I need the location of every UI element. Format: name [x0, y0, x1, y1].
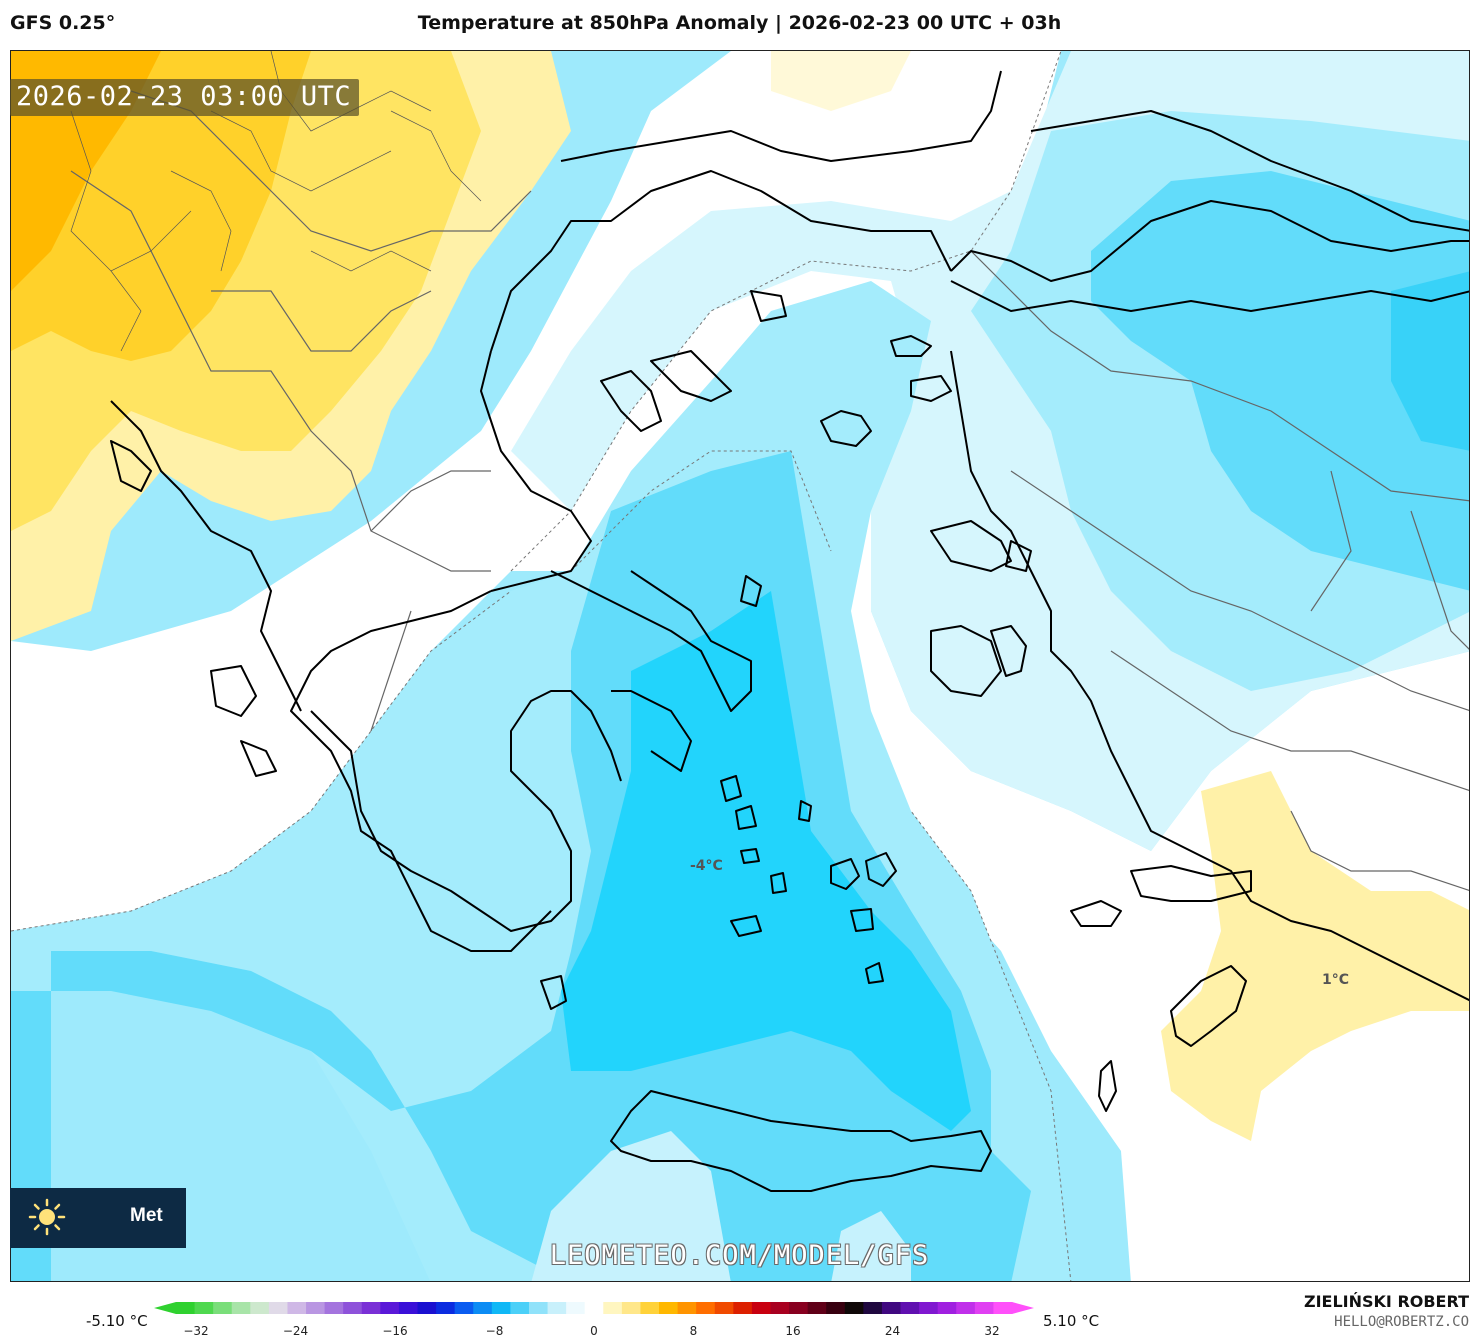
colorbar-tick-label: 24 — [884, 1324, 901, 1338]
forecast-timestamp: 2026-02-23 03:00 UTC — [10, 79, 360, 116]
colorbar-swatch — [547, 1302, 567, 1314]
colorbar-swatch — [398, 1302, 419, 1314]
colorbar-swatch — [584, 1302, 604, 1314]
colorbar-swatch — [714, 1302, 734, 1314]
colorbar-swatch — [807, 1302, 827, 1314]
country-borders — [70, 90, 1469, 891]
colorbar-swatch — [343, 1302, 363, 1314]
colorbar-swatch — [993, 1302, 1013, 1314]
colorbar-swatch — [603, 1302, 623, 1314]
colorbar-swatch — [454, 1302, 474, 1314]
colorbar-swatch — [417, 1302, 437, 1314]
colorbar-swatch — [937, 1302, 957, 1314]
colorbar-swatch — [677, 1302, 697, 1314]
colorbar-swatch — [380, 1302, 400, 1314]
model-label: GFS 0.25° — [10, 12, 116, 34]
colorbar-swatch — [659, 1302, 679, 1314]
colorbar-swatch — [510, 1302, 530, 1314]
minimum-value-label: -4°C — [690, 858, 723, 874]
source-watermark: LEOMETEO.COM/MODEL/GFS — [549, 1240, 930, 1271]
deep-cyan-east — [1391, 271, 1469, 451]
colorbar-swatch — [751, 1302, 771, 1314]
colorbar-swatch — [621, 1302, 641, 1314]
colorbar-swatch — [491, 1302, 511, 1314]
logo-text: Met — [130, 1205, 163, 1226]
author-name: ZIELIŃSKI ROBERT — [1303, 1292, 1469, 1311]
medium-cyan-east — [1091, 171, 1469, 591]
colorbar-swatch — [881, 1302, 902, 1314]
pale-north — [771, 51, 911, 111]
colorbar-swatch — [974, 1302, 994, 1314]
colorbar-tick-label: −32 — [183, 1324, 209, 1338]
colorbar-swatch — [213, 1302, 233, 1314]
author-email[interactable]: HELLO@ROBERTZ.CO — [1334, 1314, 1469, 1330]
colorbar-swatch — [306, 1302, 326, 1314]
colorbar-tick-label: 8 — [689, 1324, 698, 1338]
pale-pocket-south — [531, 1131, 731, 1281]
colorbar-tick-label: 0 — [590, 1324, 598, 1338]
colorbar-swatch — [696, 1302, 716, 1314]
colorbar-min-arrow — [154, 1302, 176, 1314]
contour-lines — [11, 51, 1072, 1281]
legend-max-label: 5.10 °C — [1043, 1312, 1100, 1330]
colorbar-swatch — [900, 1302, 920, 1314]
colorbar-swatch — [956, 1302, 976, 1314]
colorbar-swatch — [528, 1302, 549, 1314]
sun-icon — [28, 1198, 66, 1236]
colorbar-swatch — [324, 1302, 344, 1314]
map-title: Temperature at 850hPa Anomaly | 2026-02-… — [417, 12, 1062, 34]
colorbar-tick-label: −8 — [485, 1324, 504, 1338]
colorbar-swatch — [919, 1302, 939, 1314]
colorbar-swatch — [231, 1302, 251, 1314]
colorbar-swatch — [640, 1302, 660, 1314]
deep-cyan-core — [561, 591, 971, 1131]
pale-pocket-southeast — [831, 1211, 911, 1281]
colorbar-swatch — [268, 1302, 288, 1314]
map-canvas — [11, 51, 1469, 1281]
anomaly-map[interactable] — [10, 50, 1470, 1282]
colorbar — [154, 1302, 1034, 1314]
colorbar-swatch — [844, 1302, 864, 1314]
colorbar-swatch — [566, 1302, 586, 1314]
colorbar-tick-label: 32 — [984, 1324, 1000, 1338]
colorbar-swatch — [863, 1302, 883, 1314]
colorbar-swatch — [789, 1302, 809, 1314]
colorbar-swatch — [473, 1302, 493, 1314]
colorbar-swatch — [436, 1302, 456, 1314]
positive-anomaly-southeast — [1161, 771, 1469, 1141]
colorbar-swatch — [361, 1302, 381, 1314]
legend-min-label: -5.10 °C — [86, 1312, 148, 1330]
colorbar-swatch — [287, 1302, 307, 1314]
brand-logo[interactable]: Met — [10, 1188, 186, 1248]
colorbar-tick-label: −24 — [282, 1324, 309, 1338]
colorbar-swatch — [770, 1302, 790, 1314]
maximum-value-label: 1°C — [1322, 972, 1350, 988]
colorbar-swatch — [250, 1302, 270, 1314]
colorbar-tick-label: −16 — [382, 1324, 408, 1338]
coastlines — [110, 70, 1469, 1192]
colorbar-swatch — [176, 1302, 196, 1314]
colorbar-swatch — [194, 1302, 214, 1314]
colorbar-swatch — [733, 1302, 753, 1314]
colorbar-max-arrow — [1012, 1302, 1034, 1314]
colorbar-tick-label: 16 — [785, 1324, 801, 1338]
colorbar-swatch — [826, 1302, 846, 1314]
